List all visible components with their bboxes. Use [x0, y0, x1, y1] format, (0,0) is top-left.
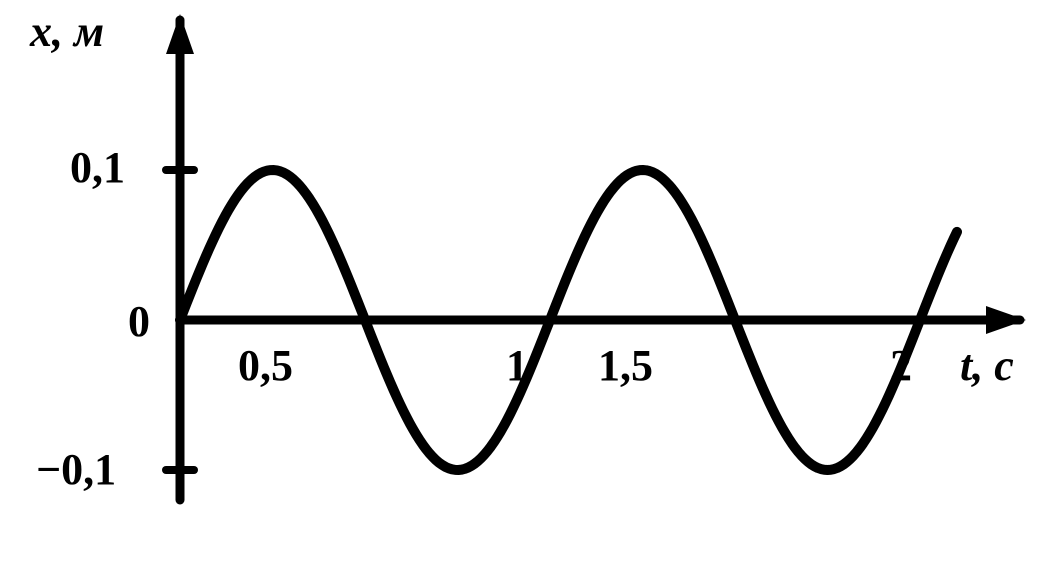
- oscillation-chart: x, м t, с 0 0,1 −0,1 0,5 1 1,5 2: [0, 0, 1064, 564]
- y-tick-pos: 0,1: [70, 142, 125, 193]
- y-tick-neg: −0,1: [36, 444, 116, 495]
- x-tick-0: 0,5: [238, 340, 293, 391]
- x-tick-1: 1: [506, 340, 528, 391]
- x-tick-3: 2: [890, 340, 912, 391]
- y-tick-0: 0: [128, 296, 150, 347]
- y-axis-label: x, м: [30, 6, 104, 57]
- chart-svg: [0, 0, 1064, 564]
- x-axis-label: t, с: [960, 340, 1014, 391]
- x-tick-2: 1,5: [598, 340, 653, 391]
